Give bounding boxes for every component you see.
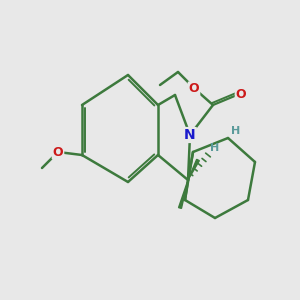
Text: N: N	[184, 128, 196, 142]
Text: O: O	[189, 82, 199, 95]
Text: H: H	[231, 126, 240, 136]
Polygon shape	[188, 159, 199, 180]
Polygon shape	[178, 180, 188, 208]
Text: H: H	[210, 143, 219, 153]
Text: O: O	[236, 88, 246, 101]
Text: O: O	[53, 146, 63, 158]
